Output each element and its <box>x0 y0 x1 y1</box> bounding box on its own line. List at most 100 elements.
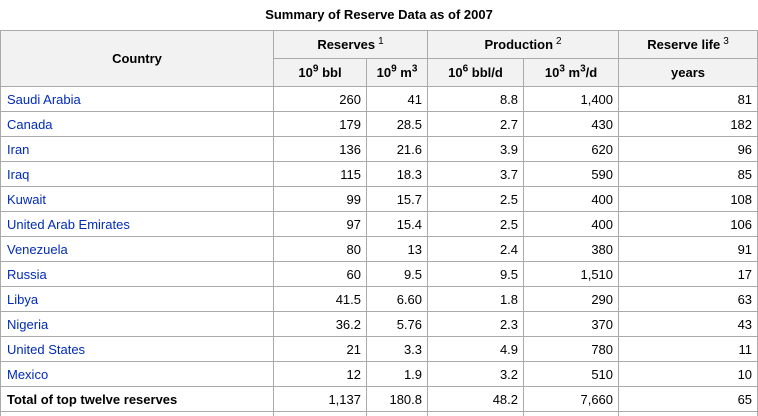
country-cell: Venezuela <box>0 236 274 262</box>
table-row: Iran 136 21.6 3.9 620 96 <box>0 136 758 162</box>
cell-reserve-life-years: 43 <box>618 311 758 337</box>
cell-production-bbld: 2.5 <box>427 211 525 237</box>
cell-production-bbld: 4.9 <box>427 336 525 362</box>
country-link[interactable]: Iraq <box>7 166 30 182</box>
unit-header-years: years <box>618 58 758 87</box>
reserve-data-table: Country Reserves 1 Production 2 Reserve li… <box>0 30 758 416</box>
cell-production-bbld: 3.2 <box>427 361 525 387</box>
cell-reserves-m3: 1.9 <box>365 361 429 387</box>
country-cell: Iran <box>0 136 274 162</box>
country-link[interactable]: Nigeria <box>7 316 49 332</box>
country-link[interactable]: Venezuela <box>7 241 68 257</box>
cell-reserves-bbl: 97 <box>273 211 367 237</box>
partial-next-row <box>0 411 758 416</box>
table-row: Kuwait 99 15.7 2.5 400 108 <box>0 186 758 212</box>
cell-production-m3d: 370 <box>523 311 620 337</box>
country-cell: Saudi Arabia <box>0 86 274 112</box>
cell-reserves-m3: 3.3 <box>365 336 429 362</box>
country-cell: Kuwait <box>0 186 274 212</box>
partial-cell <box>618 411 758 416</box>
country-link[interactable]: Saudi Arabia <box>7 91 81 107</box>
country-header-label: Country <box>112 51 162 66</box>
cell-production-m3d: 590 <box>523 161 620 187</box>
country-cell: Libya <box>0 286 274 312</box>
total-cell-reserves-bbl: 1,137 <box>273 386 367 412</box>
table-row: Venezuela 80 13 2.4 380 91 <box>0 236 758 262</box>
cell-reserve-life-years: 106 <box>618 211 758 237</box>
country-link[interactable]: Canada <box>7 116 53 132</box>
cell-reserves-bbl: 21 <box>273 336 367 362</box>
country-link[interactable]: Kuwait <box>7 191 47 207</box>
table-row: United Arab Emirates 97 15.4 2.5 400 106 <box>0 211 758 237</box>
cell-reserves-m3: 28.5 <box>365 111 429 137</box>
cell-reserve-life-years: 81 <box>618 86 758 112</box>
country-header-cell: Country <box>0 30 274 87</box>
country-link[interactable]: Mexico <box>7 366 49 382</box>
cell-reserves-m3: 15.7 <box>365 186 429 212</box>
partial-cell <box>365 411 429 416</box>
cell-production-m3d: 510 <box>523 361 620 387</box>
partial-cell <box>427 411 525 416</box>
unit-header-production-m3d: 103 m3/d <box>523 58 620 87</box>
cell-reserve-life-years: 85 <box>618 161 758 187</box>
cell-reserves-bbl: 80 <box>273 236 367 262</box>
table-row: Canada 179 28.5 2.7 430 182 <box>0 111 758 137</box>
country-cell: United Arab Emirates <box>0 211 274 237</box>
country-link[interactable]: United States <box>7 341 86 357</box>
country-link[interactable]: United Arab Emirates <box>7 216 130 232</box>
cell-reserves-m3: 41 <box>365 86 429 112</box>
total-cell-production-bbld: 48.2 <box>427 386 525 412</box>
cell-reserves-bbl: 41.5 <box>273 286 367 312</box>
cell-reserve-life-years: 63 <box>618 286 758 312</box>
cell-reserves-bbl: 136 <box>273 136 367 162</box>
cell-reserves-m3: 15.4 <box>365 211 429 237</box>
cell-production-m3d: 400 <box>523 211 620 237</box>
footnote-ref-3: 3 <box>723 35 729 47</box>
total-cell-reserve-life-years: 65 <box>618 386 758 412</box>
cell-reserves-m3: 9.5 <box>365 261 429 287</box>
reserves-header-label: Reserves <box>317 37 376 52</box>
cell-reserve-life-years: 11 <box>618 336 758 362</box>
total-row: Total of top twelve reserves 1,137 180.8… <box>0 386 758 412</box>
country-link[interactable]: Iran <box>7 141 30 157</box>
cell-production-bbld: 2.7 <box>427 111 525 137</box>
unit-header-reserves-bbl: 109 bbl <box>273 58 367 87</box>
cell-reserves-m3: 18.3 <box>365 161 429 187</box>
cell-production-m3d: 290 <box>523 286 620 312</box>
cell-reserve-life-years: 91 <box>618 236 758 262</box>
cell-reserves-m3: 5.76 <box>365 311 429 337</box>
country-cell: Russia <box>0 261 274 287</box>
cell-reserves-bbl: 12 <box>273 361 367 387</box>
cell-production-bbld: 3.9 <box>427 136 525 162</box>
reserves-header-cell: Reserves 1 <box>272 30 429 59</box>
cell-reserves-m3: 6.60 <box>365 286 429 312</box>
cell-reserve-life-years: 108 <box>618 186 758 212</box>
country-link[interactable]: Russia <box>7 266 47 282</box>
footnote-ref-1: 1 <box>378 35 384 47</box>
table-row: Libya 41.5 6.60 1.8 290 63 <box>0 286 758 312</box>
country-cell: Mexico <box>0 361 274 387</box>
cell-reserves-bbl: 36.2 <box>273 311 367 337</box>
cell-production-bbld: 8.8 <box>427 86 525 112</box>
page-title: Summary of Reserve Data as of 2007 <box>265 7 493 22</box>
partial-cell <box>273 411 367 416</box>
reserve-life-header-cell: Reserve life 3 <box>618 30 758 59</box>
partial-cell <box>523 411 620 416</box>
cell-production-bbld: 3.7 <box>427 161 525 187</box>
header-row-units: 109 bbl 109 m3 106 bbl/d 103 m3/d years <box>1 58 758 87</box>
cell-production-bbld: 2.3 <box>427 311 525 337</box>
table-row: Iraq 115 18.3 3.7 590 85 <box>0 161 758 187</box>
country-link[interactable]: Libya <box>7 291 39 307</box>
total-cell-reserves-m3: 180.8 <box>365 386 429 412</box>
cell-production-bbld: 2.5 <box>427 186 525 212</box>
cell-production-m3d: 1,510 <box>523 261 620 287</box>
total-label-cell: Total of top twelve reserves <box>0 386 274 412</box>
cell-production-bbld: 1.8 <box>427 286 525 312</box>
country-cell: Iraq <box>0 161 274 187</box>
cell-reserves-bbl: 60 <box>273 261 367 287</box>
country-cell: Canada <box>0 111 274 137</box>
table-row: Mexico 12 1.9 3.2 510 10 <box>0 361 758 387</box>
cell-production-bbld: 9.5 <box>427 261 525 287</box>
cell-production-m3d: 430 <box>523 111 620 137</box>
cell-production-m3d: 1,400 <box>523 86 620 112</box>
